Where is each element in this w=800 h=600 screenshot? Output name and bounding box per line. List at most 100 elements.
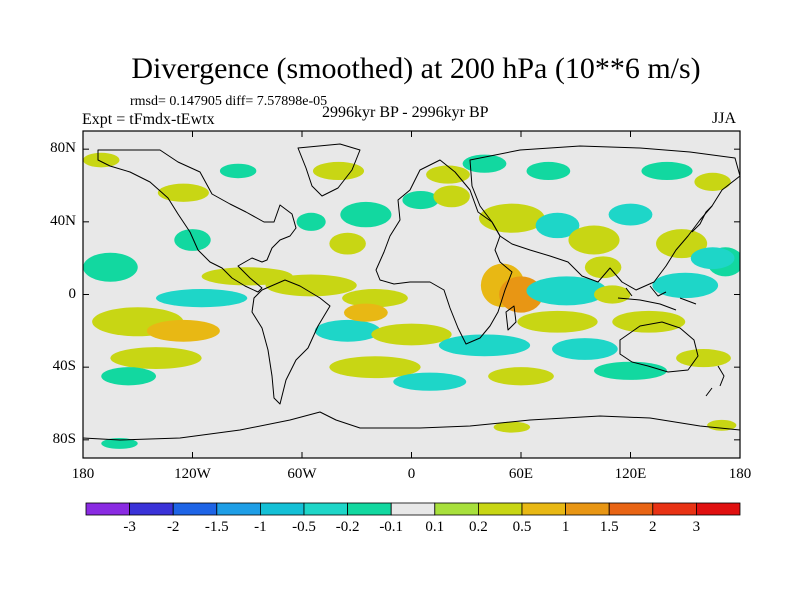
colorbar-swatch	[347, 502, 392, 516]
coastline-japan	[691, 205, 713, 233]
anomaly-cell	[312, 161, 365, 181]
colorbar-swatch	[129, 502, 174, 516]
colorbar-swatch	[434, 502, 479, 516]
lon-label: 0	[407, 466, 416, 482]
colorbar-label: -1	[254, 519, 267, 535]
colorbar-swatch	[390, 502, 436, 516]
anomaly-cell	[676, 349, 731, 368]
colorbar-swatch	[608, 502, 654, 516]
colorbar-swatch	[172, 502, 218, 516]
anomaly-cell	[493, 421, 531, 433]
anomaly-cell	[535, 212, 580, 239]
anomaly-cell	[438, 334, 531, 357]
anomaly-cell	[371, 323, 452, 346]
period-label: 2996kyr BP - 2996kyr BP	[322, 104, 489, 121]
colorbar-label: 1	[561, 519, 570, 535]
map-title: Divergence (smoothed) at 200 hPa (10**6 …	[131, 52, 701, 85]
colorbar-label: 1.5	[599, 519, 619, 535]
anomaly-cell	[340, 201, 392, 228]
anomaly-cell	[329, 232, 366, 255]
anomaly-cell	[146, 319, 220, 342]
anomaly-cell	[342, 289, 408, 308]
coastlines	[83, 143, 740, 441]
anomaly-cell	[219, 163, 257, 179]
anomaly-cell	[552, 338, 618, 360]
axis-ticks	[82, 131, 741, 458]
lat-label: 40N	[50, 212, 76, 229]
anomaly-cell	[426, 165, 470, 184]
anomaly-cell	[568, 225, 620, 255]
colorbar-swatch	[521, 502, 566, 516]
season-label: JJA	[712, 110, 737, 127]
coastline-greenland	[297, 143, 361, 197]
colorbar-label: -3	[123, 519, 136, 535]
anomaly-cell	[594, 361, 667, 380]
lat-label: 80N	[50, 140, 76, 157]
coastline-north-america	[97, 149, 297, 293]
anomaly-cell	[296, 212, 326, 231]
coastline-madagascar	[505, 305, 517, 331]
anomaly-cell	[265, 274, 357, 297]
anomaly-cell	[694, 172, 731, 191]
coastline-indonesia	[617, 285, 697, 311]
anomaly-cell	[526, 161, 571, 181]
anomaly-cell	[156, 289, 248, 308]
lat-label: 80S	[52, 430, 76, 447]
anomaly-cell	[652, 272, 719, 299]
colorbar	[85, 502, 741, 516]
experiment-label: Expt = tFmdx-tEwtx	[82, 111, 215, 128]
lon-label: 120W	[174, 466, 211, 482]
anomaly-cell	[393, 372, 467, 391]
anomaly-cell	[101, 367, 156, 386]
anomaly-cell	[608, 203, 653, 226]
anomaly-cell	[174, 229, 211, 251]
anomaly-field	[83, 152, 740, 449]
coastline-new-zealand	[705, 365, 725, 397]
anomaly-cell	[433, 185, 470, 208]
coastline-africa-europe	[375, 159, 513, 345]
anomaly-cell	[101, 438, 138, 449]
colorbar-label: 3	[692, 519, 701, 535]
coastline-asia	[469, 145, 740, 291]
anomaly-cell	[83, 152, 120, 168]
colorbar-swatch	[85, 502, 130, 516]
colorbar-label: -1.5	[204, 519, 229, 535]
lat-label: 40S	[52, 358, 76, 375]
lon-label: 180	[728, 466, 752, 482]
anomaly-cell	[612, 310, 686, 333]
anomaly-cell	[584, 256, 622, 279]
colorbar-label: -2	[166, 519, 180, 535]
coastline-australia	[619, 321, 699, 373]
anomaly-cell	[110, 347, 202, 369]
colorbar-label: -0.1	[379, 519, 404, 535]
anomaly-cell	[488, 367, 554, 386]
colorbar-label: 2	[649, 519, 657, 535]
lon-label: 60W	[287, 466, 317, 482]
colorbar-swatch	[565, 502, 610, 516]
colorbar-label: 0.2	[469, 519, 488, 535]
anomaly-cell	[343, 303, 388, 322]
anomaly-cell	[329, 356, 421, 379]
coastline-antarctica	[83, 411, 740, 441]
colorbar-label: -0.2	[335, 519, 360, 535]
colorbar-swatch	[652, 502, 697, 516]
colorbar-label: 0.1	[425, 519, 445, 535]
colorbar-label: 0.5	[512, 519, 532, 535]
anomaly-cell	[157, 183, 209, 202]
colorbar-swatch	[477, 502, 523, 516]
anomaly-cell	[517, 310, 598, 333]
anomaly-cell	[314, 319, 381, 342]
colorbar-swatch	[259, 502, 305, 516]
coastline-south-america	[251, 279, 331, 405]
anomaly-cell	[479, 203, 545, 233]
anomaly-cell	[402, 190, 439, 210]
anomaly-cell	[707, 419, 737, 431]
anomaly-cell	[594, 285, 631, 304]
anomaly-cell	[690, 247, 735, 270]
anomaly-cell	[83, 252, 138, 282]
lon-label: 60E	[508, 466, 534, 482]
colorbar-swatch	[216, 502, 261, 516]
colorbar-swatch	[303, 502, 348, 516]
anomaly-cell	[641, 161, 693, 181]
